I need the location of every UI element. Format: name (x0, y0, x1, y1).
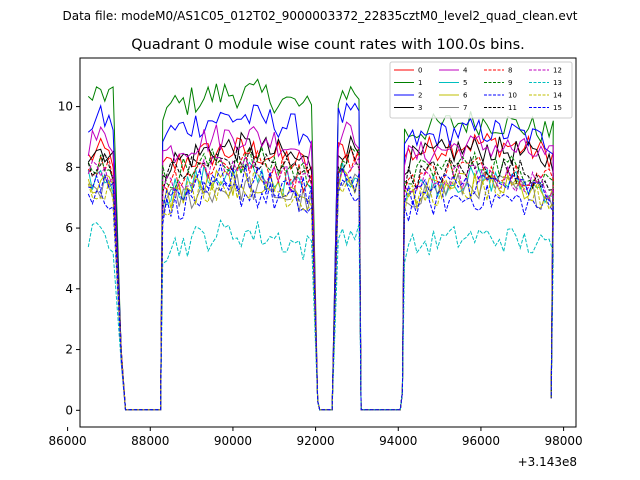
ticks: 86000 88000 90000 92000 94000 96000 98000 0 2 4 6 8… (49, 100, 583, 448)
legend-label-1: 1 (418, 79, 422, 87)
legend-label-0: 0 (418, 67, 422, 75)
x-offset-label: +3.143e8 (518, 455, 577, 469)
series-line-8 (87, 149, 554, 411)
series-line-14 (87, 170, 554, 411)
legend-label-7: 7 (463, 104, 467, 112)
legend-label-3: 3 (418, 104, 422, 112)
x-tick-label-88000: 88000 (131, 434, 169, 448)
series-line-12 (87, 155, 554, 411)
legend-label-5: 5 (463, 79, 467, 87)
series-line-11 (87, 144, 554, 411)
y-tick-label-2: 2 (65, 343, 73, 357)
chart-title: Quadrant 0 module wise count rates with … (131, 37, 525, 53)
x-tick-label-96000: 96000 (462, 434, 500, 448)
series-line-0 (87, 132, 554, 411)
y-tick-label-6: 6 (65, 221, 73, 235)
legend-label-4: 4 (463, 67, 468, 75)
x-tick-label-90000: 90000 (214, 434, 252, 448)
series-line-1 (87, 78, 554, 411)
legend-label-8: 8 (508, 67, 512, 75)
x-tick-label-86000: 86000 (49, 434, 87, 448)
x-tick-label-94000: 94000 (379, 434, 417, 448)
x-tick-label-92000: 92000 (297, 434, 335, 448)
chart-suptitle: Data file: modeM0/AS1C05_012T02_90000033… (62, 9, 577, 23)
legend-label-15: 15 (553, 104, 562, 112)
legend-label-12: 12 (553, 67, 562, 75)
legend-label-10: 10 (508, 92, 517, 100)
y-tick-label-8: 8 (65, 160, 73, 174)
axes (79, 57, 577, 428)
legend-label-13: 13 (553, 79, 562, 87)
series-line-7 (88, 171, 554, 411)
legend-label-9: 9 (508, 79, 512, 87)
x-tick-label-98000: 98000 (545, 434, 583, 448)
y-tick-label-0: 0 (65, 403, 73, 417)
series-line-9 (87, 145, 554, 411)
legend-label-6: 6 (463, 92, 468, 100)
legend-box (389, 61, 573, 119)
series-line-13 (87, 218, 554, 411)
series-lines (87, 78, 554, 411)
legend-label-14: 14 (553, 92, 562, 100)
y-tick-label-10: 10 (58, 100, 73, 114)
series-line-15 (88, 164, 554, 411)
series-line-10 (87, 179, 554, 411)
plot-frame (79, 57, 577, 428)
legend-label-2: 2 (418, 92, 422, 100)
legend-label-11: 11 (508, 104, 517, 112)
series-line-5 (87, 161, 554, 411)
y-tick-label-4: 4 (65, 282, 73, 296)
